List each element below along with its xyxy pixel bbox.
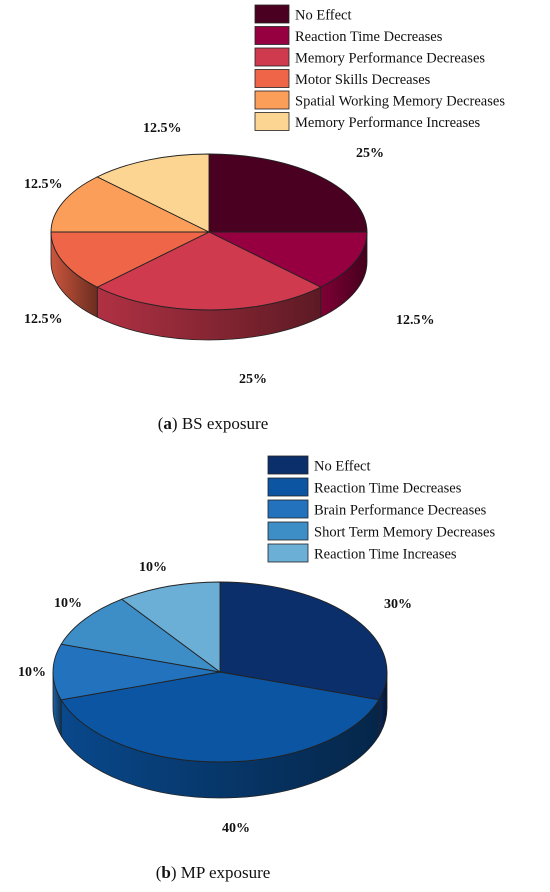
pie-chart-bs-exposure: 25% 12.5% 25% 12.5% 12.5% 12.5% No Effect React… (24, 4, 505, 433)
chart-caption: (b) MP exposure (156, 863, 271, 882)
legend-label: Short Term Memory Decreases (314, 525, 495, 541)
legend-label: Memory Performance Increases (295, 115, 481, 131)
legend-swatch (267, 477, 309, 497)
slice-percent-label: 12.5% (24, 177, 63, 192)
legend-label: No Effect (295, 8, 352, 24)
pie-slice-reaction-time-decreases (60, 671, 380, 763)
legend-swatch (267, 543, 309, 563)
pie-slice-motor-skills-decreases (50, 231, 210, 288)
legend-label: Reaction Time Decreases (314, 481, 462, 497)
legend-swatch (254, 26, 290, 45)
legend-label: Spatial Working Memory Decreases (295, 94, 505, 110)
legend-label: No Effect (314, 459, 371, 475)
pie-slice-no-effect (208, 153, 368, 233)
legend-swatch (267, 521, 309, 541)
slice-percent-label: 12.5% (143, 121, 182, 136)
caption-letter: b (161, 863, 170, 882)
slice-percent-label: 40% (222, 821, 250, 836)
slice-percent-label: 10% (139, 560, 167, 575)
slice-percent-label: 25% (356, 146, 384, 161)
slice-percent-label: 12.5% (396, 313, 435, 328)
legend-swatch (267, 499, 309, 519)
legend-swatch (254, 112, 290, 131)
caption-text: BS exposure (182, 414, 268, 433)
pie-slice-brain-performance-decreases (52, 643, 221, 701)
legend-swatch (254, 4, 290, 24)
legend-label: Reaction Time Decreases (295, 29, 443, 45)
legend: No Effect Reaction Time Decreases Brain Pe… (267, 455, 495, 563)
caption-text: MP exposure (181, 863, 271, 882)
slice-percent-label: 12.5% (24, 312, 63, 327)
pie-slice-reaction-time-decreases (208, 231, 368, 288)
legend-label: Memory Performance Decreases (295, 51, 485, 67)
legend-swatch (254, 47, 290, 67)
legend-swatch (254, 69, 290, 88)
pie-slice-no-effect (219, 581, 388, 701)
legend-swatch (254, 90, 290, 110)
pie-slice-memory-performance-increases (96, 153, 210, 233)
slice-percent-label: 30% (384, 597, 412, 612)
slice-percent-label: 10% (54, 596, 82, 611)
pie-top (52, 581, 388, 763)
pie-slice-memory-performance-decreases (96, 231, 322, 311)
pie-slice-spatial-working-memory-decreases (50, 176, 210, 233)
slice-percent-label: 10% (18, 665, 46, 680)
legend-swatch (267, 455, 309, 475)
pie-slice-short-term-memory-decreases (60, 598, 221, 673)
pie-chart-mp-exposure: 30% 40% 10% 10% 10% No Effect Reaction Time De… (18, 455, 495, 882)
legend-label: Brain Performance Decreases (314, 503, 487, 519)
legend: No Effect Reaction Time Decreases Memory P… (254, 4, 505, 131)
chart-caption: (a) BS exposure (158, 414, 269, 433)
legend-label: Motor Skills Decreases (295, 72, 431, 88)
pie-top (50, 153, 368, 311)
pie-slice-reaction-time-increases (120, 581, 221, 673)
legend-label: Reaction Time Increases (314, 547, 457, 563)
slice-percent-label: 25% (239, 372, 267, 387)
caption-letter: a (163, 414, 172, 433)
